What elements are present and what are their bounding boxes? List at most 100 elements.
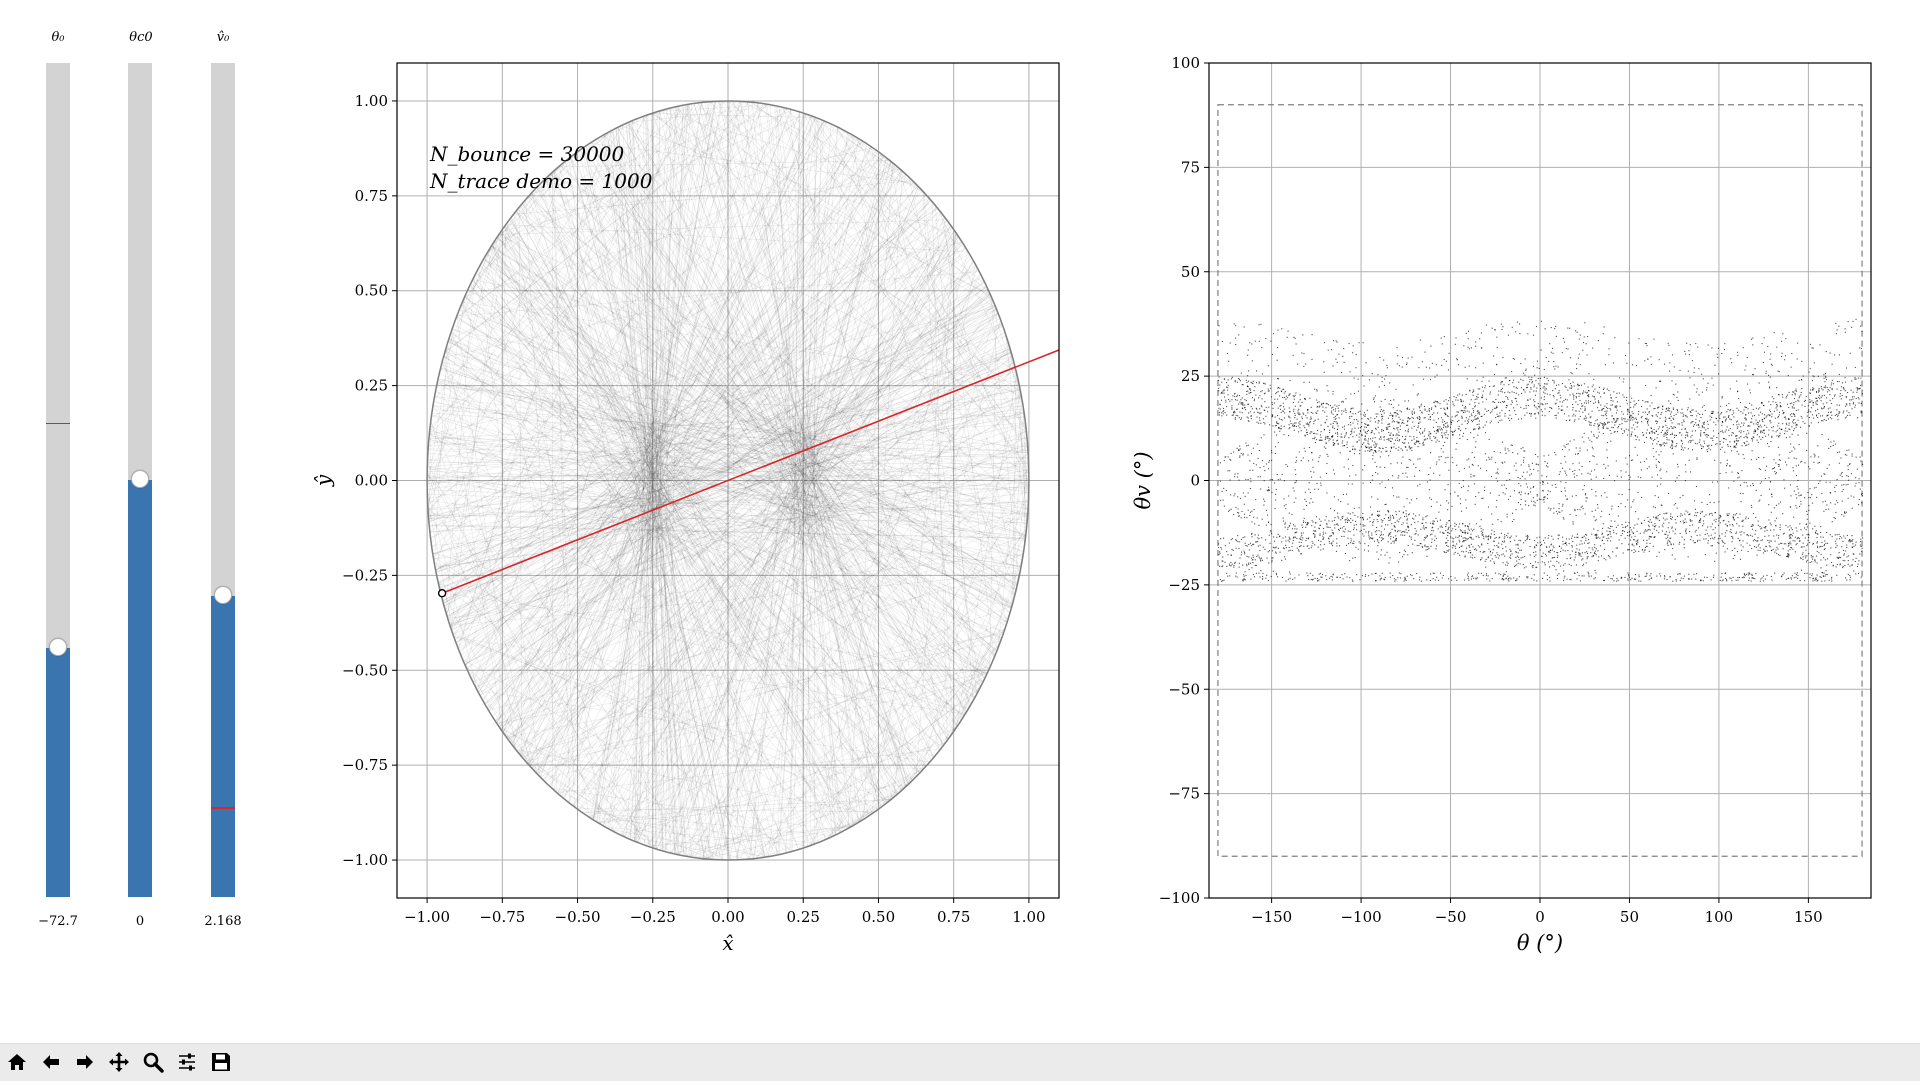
phase-point <box>1629 479 1630 480</box>
phase-point <box>1269 535 1270 536</box>
phase-point <box>1702 425 1703 426</box>
phase-point <box>1471 537 1472 538</box>
phase-point <box>1587 450 1588 451</box>
phase-point <box>1845 390 1846 391</box>
phase-point <box>1395 579 1396 580</box>
phase-point <box>1426 367 1427 368</box>
phase-point <box>1552 549 1553 550</box>
phase-point <box>1469 416 1470 417</box>
phase-point <box>1613 391 1614 392</box>
phase-point <box>1372 525 1373 526</box>
phase-point <box>1671 411 1672 412</box>
phase-point <box>1828 509 1829 510</box>
phase-point <box>1393 407 1394 408</box>
phase-point <box>1751 438 1752 439</box>
phase-point <box>1498 394 1499 395</box>
phase-point <box>1412 422 1413 423</box>
phase-point <box>1848 412 1849 413</box>
phase-point <box>1326 419 1327 420</box>
phase-point <box>1797 435 1798 436</box>
phase-point <box>1532 565 1533 566</box>
phase-point <box>1772 468 1773 469</box>
phase-point <box>1700 434 1701 435</box>
phase-point <box>1345 409 1346 410</box>
billiard-plot[interactable]: −1.001.00−0.750.75−0.500.50−0.250.250.00… <box>300 50 1080 950</box>
phase-point <box>1508 580 1509 581</box>
phase-point <box>1245 479 1246 480</box>
phase-point <box>1345 522 1346 523</box>
phase-point <box>1783 548 1784 549</box>
phase-point <box>1472 530 1473 531</box>
phase-point <box>1482 401 1483 402</box>
phase-point <box>1632 501 1633 502</box>
phase-point <box>1776 387 1777 388</box>
phase-point <box>1771 427 1772 428</box>
theta0-slider[interactable] <box>46 63 70 897</box>
phase-point <box>1299 424 1300 425</box>
phase-point <box>1662 409 1663 410</box>
phase-point <box>1490 422 1491 423</box>
phase-point <box>1848 469 1849 470</box>
phase-point <box>1245 409 1246 410</box>
phase-point <box>1526 408 1527 409</box>
phase-point <box>1362 533 1363 534</box>
phase-point <box>1254 400 1255 401</box>
phase-point <box>1320 437 1321 438</box>
phase-point <box>1469 537 1470 538</box>
phase-point <box>1479 338 1480 339</box>
v0-slider[interactable] <box>211 63 235 897</box>
phase-point <box>1414 540 1415 541</box>
phase-point <box>1356 529 1357 530</box>
phase-point <box>1716 553 1717 554</box>
phase-point <box>1404 580 1405 581</box>
phase-point <box>1809 523 1810 524</box>
start-point[interactable] <box>439 590 446 597</box>
phase-point <box>1354 508 1355 509</box>
phase-point <box>1231 539 1232 540</box>
phase-point <box>1735 447 1736 448</box>
phase-point <box>1393 428 1394 429</box>
phase-point <box>1238 403 1239 404</box>
phase-point <box>1387 367 1388 368</box>
phase-point <box>1832 521 1833 522</box>
v0-slider-handle[interactable] <box>214 586 232 604</box>
phase-point <box>1698 425 1699 426</box>
phase-point <box>1421 405 1422 406</box>
phase-point <box>1722 447 1723 448</box>
phase-point <box>1272 416 1273 417</box>
phase-point <box>1348 459 1349 460</box>
phase-point <box>1754 368 1755 369</box>
phase-point <box>1483 536 1484 537</box>
phase-point <box>1777 425 1778 426</box>
phase-point <box>1459 471 1460 472</box>
phase-point <box>1701 502 1702 503</box>
phase-point <box>1354 515 1355 516</box>
phase-point <box>1483 427 1484 428</box>
thetac0-slider-handle[interactable] <box>131 470 149 488</box>
phase-point <box>1497 472 1498 473</box>
phase-point <box>1322 536 1323 537</box>
phase-point <box>1574 470 1575 471</box>
phase-point <box>1490 412 1491 413</box>
phase-point <box>1312 522 1313 523</box>
phase-point <box>1850 353 1851 354</box>
phase-point <box>1361 434 1362 435</box>
thetac0-slider[interactable] <box>128 63 152 897</box>
phase-point <box>1309 447 1310 448</box>
phase-point <box>1825 559 1826 560</box>
phase-point <box>1446 361 1447 362</box>
phase-point <box>1461 551 1462 552</box>
phase-point <box>1586 497 1587 498</box>
phase-point <box>1443 408 1444 409</box>
phase-point <box>1524 567 1525 568</box>
phase-point <box>1532 567 1533 568</box>
phase-point <box>1457 359 1458 360</box>
phase-point <box>1269 543 1270 544</box>
phase-point <box>1400 419 1401 420</box>
phase-point <box>1420 433 1421 434</box>
phase-point <box>1227 576 1228 577</box>
phase-point <box>1789 392 1790 393</box>
phase-point <box>1316 400 1317 401</box>
phase-point <box>1337 425 1338 426</box>
